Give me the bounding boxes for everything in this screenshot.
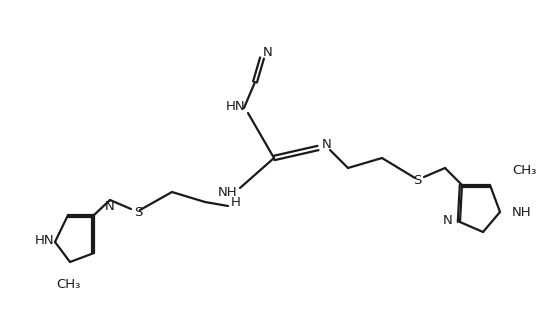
Text: NH: NH <box>512 205 532 218</box>
Text: HN: HN <box>226 100 246 112</box>
Text: N: N <box>105 200 115 214</box>
Text: NH: NH <box>218 186 238 199</box>
Text: S: S <box>134 205 142 218</box>
Text: CH₃: CH₃ <box>56 278 80 291</box>
Text: N: N <box>263 46 273 59</box>
Text: N: N <box>443 214 453 227</box>
Text: S: S <box>413 173 421 186</box>
Text: CH₃: CH₃ <box>512 165 536 178</box>
Text: H: H <box>231 197 241 210</box>
Text: HN: HN <box>35 234 55 246</box>
Text: N: N <box>322 138 332 151</box>
